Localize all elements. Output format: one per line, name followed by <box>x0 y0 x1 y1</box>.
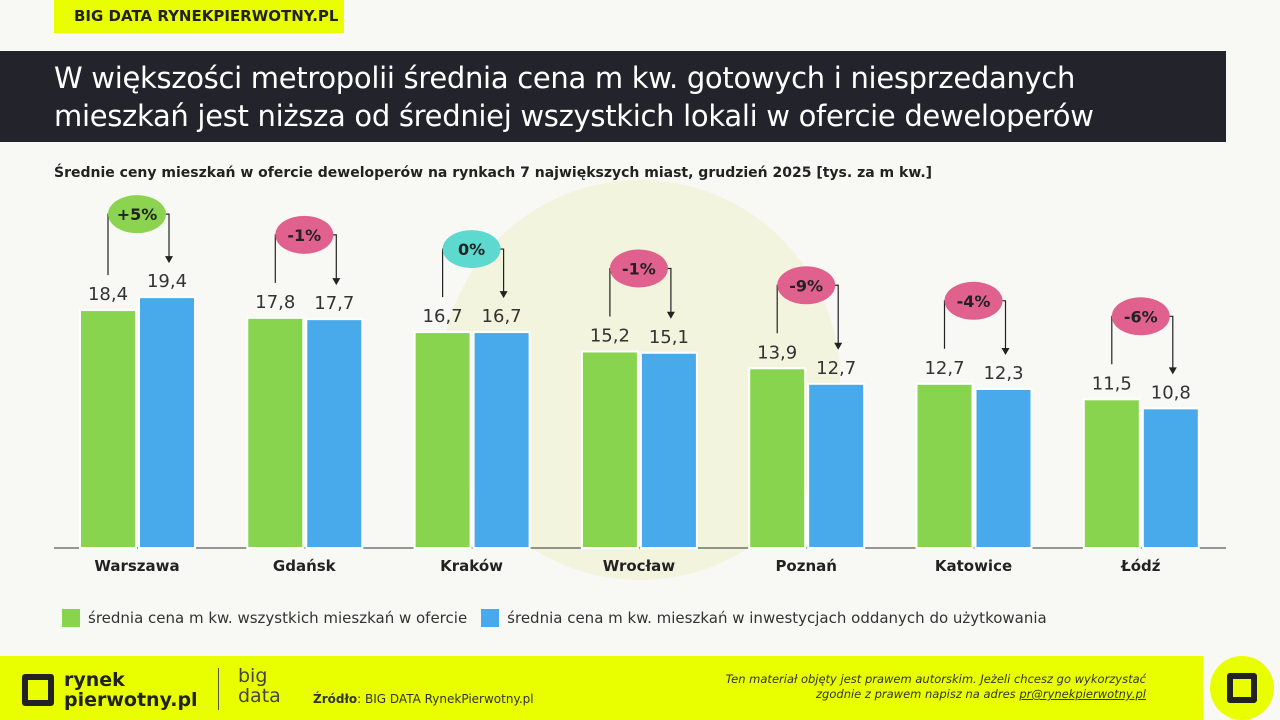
data-label: 12,7 <box>924 358 964 379</box>
category-label: Kraków <box>440 557 503 575</box>
change-badge <box>1111 297 1170 336</box>
change-label: -9% <box>789 276 823 295</box>
arrow-down-icon <box>165 256 173 264</box>
bar <box>580 350 639 549</box>
data-label: 15,2 <box>590 325 630 346</box>
data-label: 16,7 <box>423 306 463 327</box>
page-title: W większości metropolii średnia cena m k… <box>0 51 1226 142</box>
legend-swatch-blue <box>481 609 500 627</box>
logo-line-1: rynek <box>64 669 125 691</box>
logo-line-2: pierwotny.pl <box>64 689 198 711</box>
data-label: 17,7 <box>314 293 354 314</box>
legend-label: średnia cena m kw. wszystkich mieszkań w… <box>88 609 468 627</box>
category-label: Katowice <box>935 557 1012 575</box>
bd-line-2: data <box>238 685 281 707</box>
source-text: : BIG DATA RynekPierwotny.pl <box>357 692 534 706</box>
data-label: 15,1 <box>649 327 689 348</box>
change-label: -1% <box>287 226 321 245</box>
data-label: 12,3 <box>983 363 1023 384</box>
change-label: -1% <box>622 259 656 278</box>
bar <box>807 382 866 549</box>
arrow-down-icon <box>499 291 508 299</box>
bar <box>305 318 364 549</box>
chart-title: Średnie ceny mieszkań w ofercie dewelope… <box>54 165 933 181</box>
category-label: Łódź <box>1120 557 1161 575</box>
category-label: Wrocław <box>603 557 676 575</box>
data-label: 13,9 <box>757 342 797 363</box>
footer: rynek pierwotny.pl big data Źródło: BIG DA… <box>0 656 1203 720</box>
legend-item-completed: średnia cena m kw. mieszkań w inwestycja… <box>481 609 1047 627</box>
copyright-note: Ten materiał objęty jest prawem autorski… <box>726 672 1146 702</box>
category-label: Warszawa <box>94 557 179 575</box>
bigdata-logo: big data <box>238 666 281 706</box>
bar <box>748 367 807 550</box>
arrow-down-icon <box>834 342 843 350</box>
change-label: 0% <box>458 240 485 259</box>
brand-tag: BIG DATA RYNEKPIERWOTNY.PL <box>54 0 344 33</box>
change-label: -4% <box>957 292 991 311</box>
legend-label: średnia cena m kw. mieszkań w inwestycja… <box>507 609 1047 627</box>
legend-item-all: średnia cena m kw. wszystkich mieszkań w… <box>62 609 467 627</box>
data-label: 18,4 <box>88 284 128 305</box>
change-label: +5% <box>117 205 158 224</box>
legend-swatch-green <box>62 609 80 627</box>
corner-logo <box>1210 656 1274 720</box>
data-label: 19,4 <box>147 271 187 292</box>
data-label: 12,7 <box>816 358 856 379</box>
arrow-down-icon <box>332 278 341 286</box>
arrow-down-icon <box>1001 347 1010 355</box>
change-badge <box>108 195 166 234</box>
email-link[interactable]: pr@rynekpierwotny.pl <box>1019 687 1146 701</box>
data-label: 11,5 <box>1092 373 1132 394</box>
bar <box>472 331 531 549</box>
category-label: Poznań <box>775 557 837 575</box>
bar <box>915 382 974 549</box>
source-label: Źródło <box>313 692 358 706</box>
bar <box>974 387 1033 549</box>
source-note: Źródło: BIG DATA RynekPierwotny.pl <box>313 692 534 706</box>
title-line-2: mieszkań jest niższa od średniej wszystk… <box>54 99 1094 133</box>
logo-square-icon <box>1227 673 1257 703</box>
copy-line-2: zgodnie z prawem napisz na adres <box>816 687 1020 701</box>
change-badge <box>609 249 668 288</box>
copy-line-1: Ten materiał objęty jest prawem autorski… <box>725 672 1146 686</box>
divider <box>218 668 219 710</box>
change-badge <box>442 230 501 269</box>
change-badge <box>275 215 334 254</box>
arrow-down-icon <box>666 311 675 319</box>
title-line-1: W większości metropolii średnia cena m k… <box>54 61 1076 95</box>
change-label: -6% <box>1124 307 1158 326</box>
legend: średnia cena m kw. wszystkich mieszkań w… <box>62 609 1047 627</box>
bar <box>1141 407 1200 549</box>
bar <box>138 296 196 549</box>
arrow-down-icon <box>1168 367 1177 375</box>
data-label: 16,7 <box>482 306 522 327</box>
bar <box>1082 398 1141 549</box>
bar <box>639 351 698 549</box>
bd-line-1: big <box>238 665 268 687</box>
category-label: Gdańsk <box>273 557 337 575</box>
bar-chart: 18,4 19,4 Warszawa +5% 17,8 17,7 Gdańsk -1% 16,7… <box>54 195 1226 575</box>
change-badge <box>944 281 1003 320</box>
rynekpierwotny-logo: rynek pierwotny.pl <box>22 670 198 710</box>
bar <box>246 316 305 550</box>
change-badge <box>777 266 836 305</box>
logo-square-icon <box>22 674 54 706</box>
bar <box>413 331 472 549</box>
data-label: 17,8 <box>255 292 295 313</box>
bar <box>79 309 137 550</box>
data-label: 10,8 <box>1151 382 1191 403</box>
